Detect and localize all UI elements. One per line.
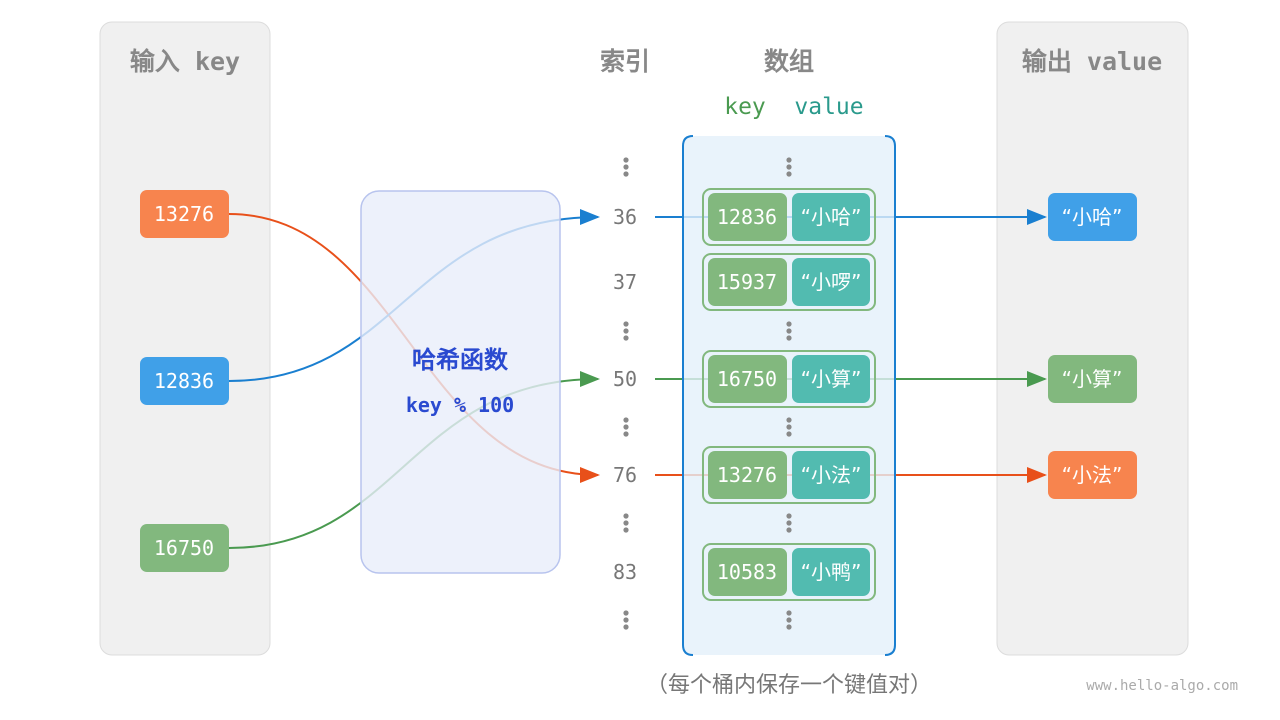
hash-function-title: 哈希函数 <box>412 346 509 374</box>
index-label: 50 <box>613 367 637 391</box>
bucket-key-cell <box>708 355 787 403</box>
output-value: “小法” <box>1048 451 1137 499</box>
bucket-value-cell <box>792 451 870 499</box>
bucket: 13276 “小法” <box>702 446 876 504</box>
bucket-key-cell <box>708 451 787 499</box>
bucket-key-cell <box>708 548 787 596</box>
ellipsis-icon <box>786 157 792 177</box>
index-label: 83 <box>613 560 637 584</box>
caption: （每个桶内保存一个键值对） <box>646 673 932 698</box>
ellipsis-icon <box>623 417 629 437</box>
bucket: 10583 “小鸭” <box>702 543 876 601</box>
key-label: key <box>724 94 766 120</box>
input-key: 13276 <box>140 190 229 238</box>
input-key-text: 16750 <box>154 536 214 560</box>
output-value-text: “小哈” <box>1062 205 1123 229</box>
output-header: 输出 value <box>1022 47 1162 76</box>
output-panel <box>996 21 1189 656</box>
bucket: 12836 “小哈” <box>702 188 876 246</box>
hash-function-box <box>360 190 561 574</box>
bucket-value: “小鸭” <box>801 560 862 584</box>
value-label: value <box>794 94 863 120</box>
bucket-value-cell <box>792 193 870 241</box>
bucket-key: 15937 <box>717 270 777 294</box>
input-key: 12836 <box>140 357 229 405</box>
bucket-value: “小算” <box>801 367 862 391</box>
bucket-value-cell <box>792 258 870 306</box>
ellipsis-icons <box>623 157 792 630</box>
output-value: “小哈” <box>1048 193 1137 241</box>
bucket: 16750 “小算” <box>702 350 876 408</box>
bucket-key-cell <box>708 193 787 241</box>
index-label: 36 <box>613 205 637 229</box>
input-key-text: 13276 <box>154 202 214 226</box>
input-panel <box>99 21 271 656</box>
bucket-value-cell <box>792 548 870 596</box>
ellipsis-icon <box>623 157 629 177</box>
ellipsis-icon <box>786 610 792 630</box>
bucket-value-cell <box>792 355 870 403</box>
ellipsis-icon <box>623 513 629 533</box>
ellipsis-icon <box>786 513 792 533</box>
input-header: 输入 key <box>130 47 240 76</box>
output-value-text: “小法” <box>1062 463 1123 487</box>
bucket-value: “小哈” <box>801 205 862 229</box>
ellipsis-icon <box>623 321 629 341</box>
index-label: 76 <box>613 463 637 487</box>
array-header: 数组 <box>764 47 814 76</box>
ellipsis-icon <box>786 417 792 437</box>
array-brackets <box>682 135 896 656</box>
ellipsis-icon <box>623 610 629 630</box>
hash-function-formula: key % 100 <box>406 393 514 417</box>
bucket-key: 16750 <box>717 367 777 391</box>
index-header: 索引 <box>600 47 650 76</box>
input-key: 16750 <box>140 524 229 572</box>
bucket-key: 12836 <box>717 205 777 229</box>
bucket-key: 10583 <box>717 560 777 584</box>
bucket-value: “小啰” <box>801 270 862 294</box>
input-key-text: 12836 <box>154 369 214 393</box>
watermark: www.hello-algo.com <box>1086 678 1238 694</box>
bucket: 15937 “小啰” <box>702 253 876 311</box>
bucket-key-cell <box>708 258 787 306</box>
output-value: “小算” <box>1048 355 1137 403</box>
ellipsis-icon <box>786 321 792 341</box>
index-label: 37 <box>613 270 637 294</box>
bucket-value: “小法” <box>801 463 862 487</box>
bucket-key: 13276 <box>717 463 777 487</box>
output-value-text: “小算” <box>1062 367 1123 391</box>
